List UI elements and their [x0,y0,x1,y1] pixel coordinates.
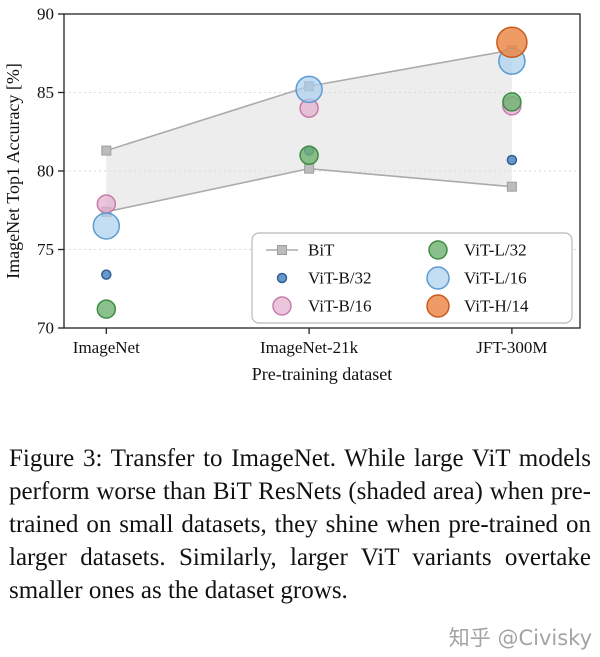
watermark: 知乎 @Civisky [448,626,592,650]
point-ViT-B/32 [506,154,518,166]
legend-label: BiT [308,241,335,260]
bit-shaded-area [106,50,512,212]
legend-marker-ViT-B/32 [276,272,288,284]
legend-label: ViT-B/16 [308,297,372,316]
point-ViT-B/32 [101,269,112,280]
point-ViT-L/32 [502,92,522,112]
y-tick-label: 75 [37,240,54,259]
y-tick-label: 85 [37,83,54,102]
bit-marker [101,145,112,156]
x-tick-label: ImageNet [73,338,140,357]
legend-label: ViT-L/32 [464,241,527,260]
point-ViT-B/16 [96,194,117,214]
legend-label: ViT-B/32 [308,269,372,288]
legend-marker-ViT-L/32 [428,240,448,260]
legend-label: ViT-L/16 [464,269,527,288]
point-ViT-L/16 [295,75,323,104]
y-tick-label: 90 [37,5,54,24]
legend-box [251,232,573,324]
y-axis-label: ImageNet Top1 Accuracy [%] [3,63,23,279]
bit-marker [304,163,315,174]
point-ViT-L/32 [96,299,117,319]
y-tick-label: 80 [37,162,54,181]
bit-marker [506,181,517,192]
figure-caption: Figure 3: Transfer to ImageNet. While la… [9,445,591,604]
point-ViT-L/16 [92,212,121,240]
figure-chart: 70 75 80 85 90 ImageNet ImageNet-21k JFT-300M Pr… [3,5,581,384]
x-tick-label: ImageNet-21k [260,338,359,357]
accuracy-scatter-chart: 70 75 80 85 90 ImageNet ImageNet-21k JFT-300M Pr… [3,5,581,384]
y-tick-label: 70 [37,319,54,338]
point-ViT-L/32 [299,145,319,166]
x-axis-label: Pre-training dataset [252,364,392,384]
legend-marker-bit [277,245,287,255]
legend-marker-ViT-H/14 [426,294,450,318]
legend-label: ViT-H/14 [464,297,529,316]
legend-marker-ViT-B/16 [272,296,292,316]
point-ViT-H/14 [496,26,528,59]
x-tick-label: JFT-300M [476,338,547,357]
legend-marker-ViT-L/16 [426,266,450,290]
